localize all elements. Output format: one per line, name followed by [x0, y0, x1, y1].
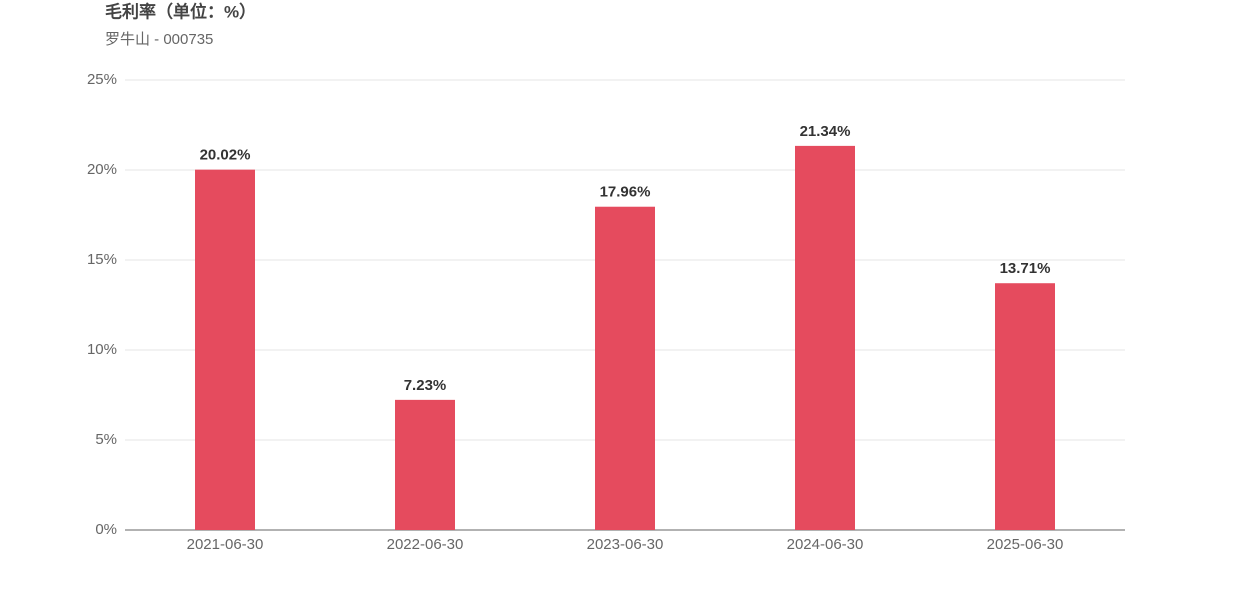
- value-label: 17.96%: [600, 184, 651, 201]
- bar: [195, 169, 255, 530]
- x-tick-label: 2022-06-30: [387, 536, 464, 553]
- value-label: 20.02%: [200, 147, 251, 164]
- value-label: 21.34%: [800, 123, 851, 140]
- y-tick-label: 20%: [87, 161, 117, 178]
- y-tick-label: 0%: [95, 521, 117, 538]
- value-label: 7.23%: [404, 377, 447, 394]
- bar: [795, 145, 855, 530]
- x-tick-label: 2025-06-30: [987, 536, 1064, 553]
- bar: [595, 206, 655, 530]
- bar: [395, 399, 455, 530]
- chart-title: 毛利率（单位：%）: [105, 1, 256, 21]
- x-tick-label: 2021-06-30: [187, 536, 264, 553]
- y-tick-label: 10%: [87, 341, 117, 358]
- chart-subtitle: 罗牛山 - 000735: [105, 31, 213, 48]
- y-tick-label: 5%: [95, 431, 117, 448]
- bar: [995, 283, 1055, 530]
- y-tick-label: 15%: [87, 251, 117, 268]
- x-tick-label: 2024-06-30: [787, 536, 864, 553]
- x-tick-label: 2023-06-30: [587, 536, 664, 553]
- y-tick-label: 25%: [87, 71, 117, 88]
- value-label: 13.71%: [1000, 260, 1051, 277]
